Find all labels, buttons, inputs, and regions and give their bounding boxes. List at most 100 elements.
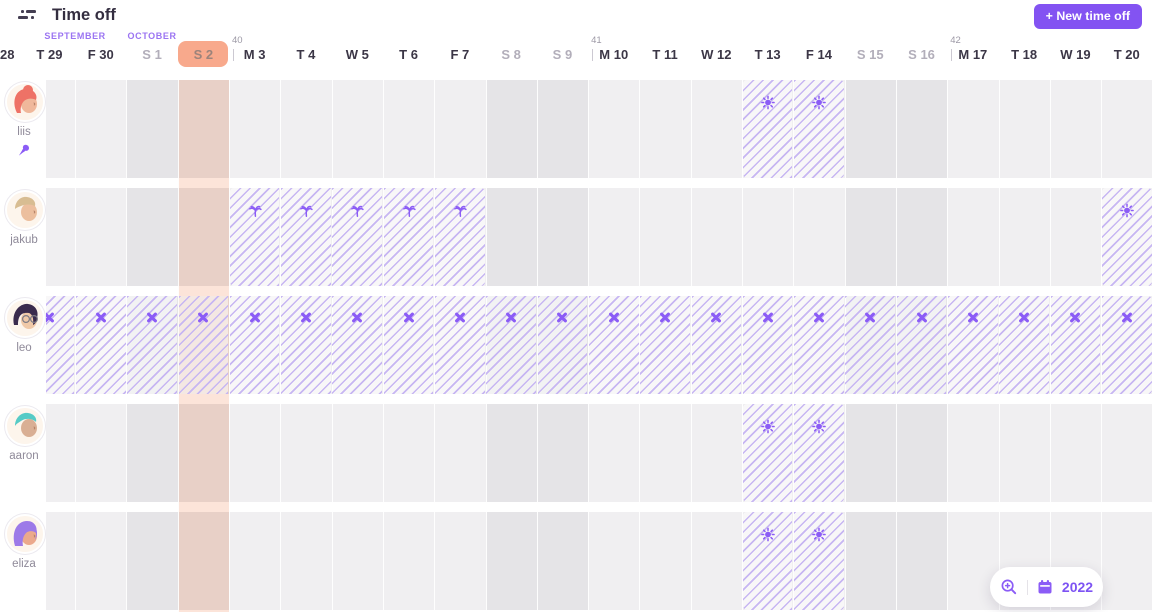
day-label[interactable]: W 5 [345, 47, 369, 62]
time-off-cell[interactable] [178, 296, 229, 394]
day-label[interactable]: T 6 [399, 47, 418, 62]
today-date-pill [178, 41, 229, 67]
time-off-cell[interactable] [742, 80, 793, 178]
time-off-cell[interactable] [588, 296, 639, 394]
time-off-cell[interactable] [75, 296, 126, 394]
column-divider [1101, 80, 1103, 612]
person-avatar-aaron[interactable] [5, 406, 45, 446]
time-off-cell[interactable] [845, 296, 896, 394]
day-label[interactable]: S 16 [908, 47, 935, 62]
day-label[interactable]: W 19 [1060, 47, 1091, 62]
sun-icon [811, 95, 826, 110]
time-off-cell[interactable] [794, 80, 844, 178]
time-off-cell[interactable] [794, 512, 844, 610]
day-label[interactable]: S 2 [193, 47, 214, 62]
palm-icon [401, 203, 416, 218]
time-off-cell[interactable] [1101, 188, 1152, 286]
column-divider [177, 80, 179, 612]
pin-icon[interactable] [16, 143, 31, 158]
time-off-cell[interactable] [537, 296, 588, 394]
day-label[interactable]: S 1 [142, 47, 162, 62]
day-label[interactable]: 28 [0, 47, 15, 62]
person-avatar-leo[interactable] [5, 298, 45, 338]
weekend-column-cell [485, 404, 537, 502]
person-avatar-eliza[interactable] [5, 514, 45, 554]
day-label[interactable]: T 29 [36, 47, 63, 62]
time-off-cell[interactable] [229, 188, 280, 286]
year-selector[interactable]: 2022 [1061, 579, 1094, 595]
person-avatar-liis[interactable] [5, 82, 45, 122]
time-off-cell[interactable] [1050, 296, 1101, 394]
weekend-column-cell [177, 188, 229, 286]
day-label[interactable]: T 18 [1011, 47, 1038, 62]
person-avatar-jakub[interactable] [5, 190, 45, 230]
day-label[interactable]: T 13 [754, 47, 781, 62]
day-label[interactable]: S 8 [501, 47, 521, 62]
column-divider [588, 80, 590, 612]
day-label[interactable]: S 9 [552, 47, 573, 62]
weekend-column-cell [126, 80, 178, 178]
day-label[interactable]: W 12 [701, 47, 732, 62]
x-icon [146, 311, 159, 324]
person-name: aaron [9, 450, 39, 462]
day-label[interactable]: S 15 [856, 47, 884, 62]
column-divider [536, 80, 538, 612]
day-label[interactable]: F 7 [450, 47, 470, 62]
x-icon [197, 311, 210, 324]
sun-icon [760, 419, 775, 434]
header-bar: Time off + New time off SEPTEMBER OCTOBER… [0, 0, 1152, 75]
calendar-icon[interactable] [1037, 579, 1053, 595]
time-off-cell[interactable] [999, 296, 1049, 394]
time-off-cell[interactable] [896, 296, 947, 394]
day-label[interactable]: M 3 [243, 47, 266, 62]
time-off-cell[interactable] [1101, 296, 1152, 394]
x-icon [864, 311, 877, 324]
person-name: leo [16, 342, 32, 354]
new-time-off-button[interactable]: + New time off [1033, 4, 1142, 29]
time-off-cell[interactable] [742, 404, 793, 502]
time-off-cell[interactable] [640, 296, 690, 394]
day-label[interactable]: F 30 [87, 47, 114, 62]
time-off-cell[interactable] [742, 296, 793, 394]
weekend-column-cell [485, 80, 537, 178]
day-label[interactable]: F 14 [805, 47, 832, 62]
time-off-cell[interactable] [794, 404, 844, 502]
time-off-cell[interactable] [127, 296, 177, 394]
time-off-cell[interactable] [383, 296, 434, 394]
time-off-cell[interactable] [691, 296, 742, 394]
day-label[interactable]: T 4 [296, 47, 316, 62]
time-off-cell[interactable] [281, 188, 331, 286]
weekend-column-cell [177, 512, 229, 610]
day-label[interactable]: M 17 [958, 47, 988, 62]
day-label[interactable]: T 20 [1113, 47, 1140, 62]
menu-sort-icon[interactable] [18, 10, 36, 23]
weekend-column-cell [177, 404, 229, 502]
time-off-cell[interactable] [435, 296, 485, 394]
time-off-cell[interactable] [332, 188, 383, 286]
column-divider [895, 80, 897, 612]
sun-icon [760, 527, 775, 542]
weekend-column-cell [536, 512, 589, 610]
time-off-cell[interactable] [332, 296, 383, 394]
time-off-cell[interactable] [435, 188, 485, 286]
sun-icon [811, 527, 826, 542]
person-row-band-aaron [0, 404, 1152, 502]
weekend-column-cell [844, 188, 896, 286]
time-off-cell[interactable] [486, 296, 536, 394]
column-divider [742, 80, 743, 612]
x-icon [1069, 311, 1082, 324]
time-off-cell[interactable] [383, 188, 434, 286]
column-divider [280, 80, 282, 612]
day-label[interactable]: T 11 [652, 47, 678, 62]
zoom-icon[interactable] [1000, 578, 1018, 596]
weekend-column-cell [126, 188, 178, 286]
time-off-cell[interactable] [794, 296, 844, 394]
day-label[interactable]: M 10 [599, 47, 629, 62]
time-off-cell[interactable] [281, 296, 331, 394]
time-off-cell[interactable] [229, 296, 280, 394]
x-icon [505, 311, 518, 324]
time-off-cell[interactable] [948, 296, 998, 394]
column-divider [793, 80, 795, 612]
time-off-cell[interactable] [742, 512, 793, 610]
x-icon [402, 311, 415, 324]
